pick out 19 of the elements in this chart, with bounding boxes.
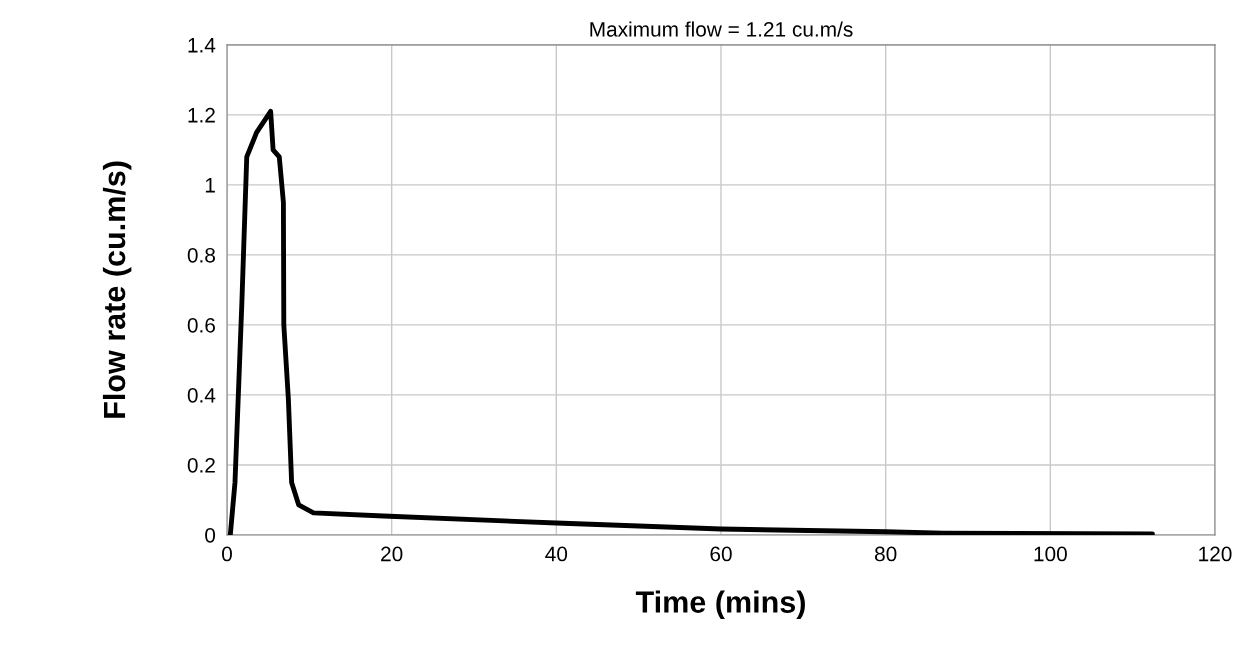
y-axis-title: Flow rate (cu.m/s) <box>102 161 132 418</box>
x-axis-title: Time (mins) <box>635 590 805 619</box>
x-tick-label: 120 <box>1199 546 1232 562</box>
y-tick-label: 0.8 <box>187 247 215 263</box>
y-tick-label: 1.2 <box>188 107 215 123</box>
y-tick-label: 0.4 <box>187 387 216 403</box>
x-tick-label: 100 <box>1034 546 1067 562</box>
y-tick-label: 1 <box>205 178 215 193</box>
line-series <box>227 108 1155 535</box>
y-tick-label: 0.6 <box>187 317 215 333</box>
chart-title: Maximum flow = 1.21 cu.m/s <box>590 21 853 37</box>
y-tick-label: 0.2 <box>187 457 215 473</box>
x-tick-label: 40 <box>545 546 568 562</box>
x-tick-label: 60 <box>710 546 732 562</box>
x-tick-label: 0 <box>222 546 232 562</box>
y-tick-label: 0 <box>205 527 216 543</box>
y-tick-label: 1.4 <box>188 38 216 53</box>
x-tick-label: 80 <box>874 546 897 562</box>
x-tick-label: 20 <box>381 546 403 562</box>
